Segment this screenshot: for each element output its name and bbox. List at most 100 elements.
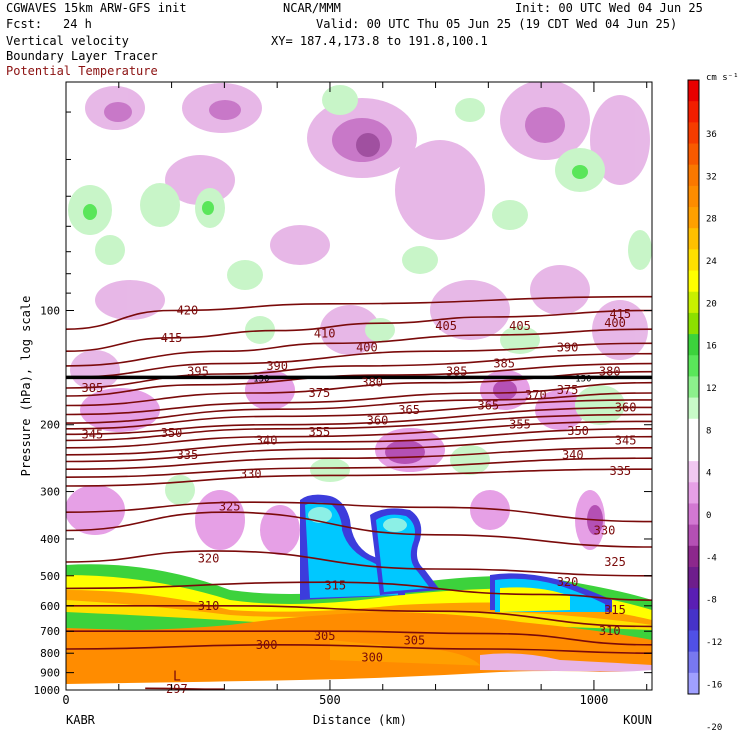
x-axis: 0 500 1000 (62, 82, 648, 707)
theta-label-380: 380 (599, 365, 621, 379)
theta-label-340: 340 (562, 448, 584, 462)
theta-label-350: 350 (161, 426, 183, 440)
theta-label-380: 380 (361, 376, 383, 390)
theta-label-405: 405 (435, 319, 457, 333)
colorbar-label: 32 (706, 172, 717, 182)
theta-label-405: 405 (509, 319, 531, 333)
y-tick-label: 500 (40, 570, 60, 583)
theta-label-305: 305 (314, 629, 336, 643)
theta-label-345: 345 (615, 433, 637, 447)
theta-labels: 415 415 420 410 405 405 400 400 395 390 390 385 385 3… (82, 303, 637, 696)
y-tick-label: 700 (40, 625, 60, 638)
colorbar-label: 0 (706, 511, 711, 521)
theta-label-390: 390 (557, 340, 579, 354)
colorbar-swatch (688, 672, 699, 695)
theta-label-415: 415 (161, 331, 183, 345)
low-pressure-label: L (173, 669, 181, 684)
colorbar-label: 20 (706, 299, 717, 309)
colorbar-swatch (688, 524, 699, 547)
colorbar-swatch (688, 270, 699, 293)
theta-label-420: 420 (177, 303, 199, 317)
theta-label-385: 385 (446, 365, 468, 379)
x-start-label: KABR (66, 713, 96, 727)
theta-label-330: 330 (594, 524, 616, 538)
theta-contour-345 (66, 447, 652, 470)
valid-time: Valid: 00 UTC Thu 05 Jun 25 (19 CDT Wed … (316, 17, 678, 31)
colorbar-label: -16 (706, 680, 722, 690)
theta-contour-360 (66, 420, 652, 449)
y-axis-label: Pressure (hPa), log scale (19, 296, 33, 477)
colorbar-label: 16 (706, 342, 717, 352)
init-time: Init: 00 UTC Wed 04 Jun 25 (515, 1, 703, 15)
colorbar-swatch (688, 164, 699, 187)
theta-contour-315 (66, 581, 652, 601)
colorbar-swatch (688, 461, 699, 483)
theta-contour-375 (66, 399, 652, 430)
y-tick-label: 900 (40, 667, 60, 680)
colorbar-swatch (688, 609, 699, 631)
theta-contour-310 (66, 604, 652, 628)
theta-label-360: 360 (615, 400, 637, 414)
colorbar-swatch (688, 334, 699, 356)
colorbar-swatch (688, 207, 699, 229)
y-tick-label: 100 (40, 304, 60, 317)
theta-contour-420 (66, 295, 652, 330)
y-tick-label: 600 (40, 600, 60, 613)
theta-label-350: 350 (567, 424, 589, 438)
colorbar-swatch (688, 355, 699, 377)
theta-label-310: 310 (599, 624, 621, 638)
colorbar-swatch (688, 545, 699, 568)
theta-contour-297 (145, 687, 225, 690)
theta-label-375: 375 (557, 383, 579, 397)
colorbar-swatch (688, 651, 699, 674)
x-end-label: KOUN (623, 713, 652, 727)
colorbar-swatch (688, 122, 699, 145)
theta-contour-410 (66, 328, 652, 367)
theta-label-365: 365 (398, 403, 420, 417)
theta-contour-325 (66, 511, 652, 548)
colorbar-label: -12 (706, 638, 722, 648)
theta-contour-370 (66, 406, 652, 436)
theta-label-360: 360 (367, 414, 389, 428)
theta-label-297: 297 (166, 682, 188, 696)
colorbar-label: -8 (706, 596, 717, 606)
theta-label-375: 375 (309, 386, 331, 400)
fcst-value: 24 h (63, 17, 92, 31)
theta-label-320: 320 (198, 551, 220, 565)
theta-label-305: 305 (404, 633, 426, 647)
x-tick-label: 0 (62, 693, 69, 707)
theta-label-395: 395 (187, 365, 209, 379)
colorbar-swatch (688, 482, 699, 504)
y-tick-label: 400 (40, 533, 60, 546)
theta-label-355: 355 (309, 425, 331, 439)
center-title: NCAR/MMM (283, 1, 341, 15)
theta-label-325: 325 (219, 499, 241, 513)
plot-frame (65, 81, 653, 691)
field-label-2: Boundary Layer Tracer (6, 49, 158, 63)
y-tick-label: 300 (40, 486, 60, 499)
x-axis-label: Distance (km) (313, 713, 407, 727)
theta-label-385: 385 (493, 357, 515, 371)
tropopause-label: 150 (253, 374, 269, 384)
field-label-1: Vertical velocity (6, 34, 129, 48)
theta-contour-340 (66, 457, 652, 478)
colorbar-swatch (688, 101, 699, 123)
theta-label-345: 345 (82, 427, 104, 441)
xy-label: XY= 187.4,173.8 to 191.8,100.1 (271, 34, 488, 48)
colorbar-label: 12 (706, 384, 717, 394)
colorbar-label: -4 (706, 553, 717, 563)
theta-label-315: 315 (604, 603, 626, 617)
theta-contour-415 (66, 309, 652, 352)
theta-label-340: 340 (256, 433, 278, 447)
y-axis: 100 200 300 400 500 600 700 800 900 1000 (34, 111, 652, 697)
colorbar-swatch (688, 143, 699, 166)
theta-contour-300 (66, 643, 652, 654)
theta-label-330: 330 (240, 467, 262, 481)
theta-label-335: 335 (609, 464, 631, 478)
colorbar-swatch (688, 228, 699, 250)
theta-contour-365 (66, 413, 652, 442)
theta-label-370: 370 (525, 388, 547, 402)
theta-label-300: 300 (361, 650, 383, 664)
colorbar-frame (687, 79, 700, 695)
